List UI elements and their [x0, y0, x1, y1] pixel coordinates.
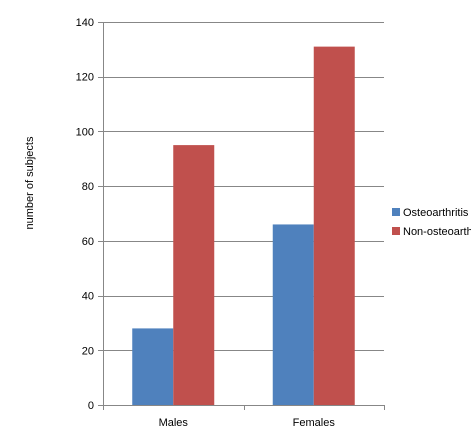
bar-osteoarthritis-females [272, 224, 314, 405]
legend-swatch [392, 208, 400, 216]
y-tick-label: 100 [76, 126, 94, 138]
axes [98, 22, 385, 410]
y-tick-labels: 0 20 40 60 80 100 120 140 [76, 17, 94, 412]
bars [132, 46, 355, 405]
x-tick-label: Males [159, 417, 189, 429]
y-tick-label: 80 [82, 181, 94, 193]
y-tick-label: 40 [82, 291, 94, 303]
bar-non-osteoarthritis-males [173, 145, 215, 405]
bar-osteoarthritis-males [132, 328, 174, 405]
x-tick-labels: Males Females [159, 417, 336, 429]
legend: Osteoarthritis Non-osteoarthritis [392, 207, 471, 238]
y-tick-label: 20 [82, 345, 94, 357]
legend-swatch [392, 227, 400, 235]
y-axis-title: number of subjects [24, 136, 36, 229]
y-tick-label: 0 [88, 400, 94, 412]
y-tick-label: 140 [76, 17, 94, 29]
bar-non-osteoarthritis-females [313, 46, 355, 405]
legend-label: Non-osteoarthritis [403, 226, 471, 238]
legend-label: Osteoarthritis [403, 207, 469, 219]
x-tick-label: Females [293, 417, 336, 429]
gridlines [103, 22, 384, 351]
y-tick-label: 120 [76, 72, 94, 84]
y-tick-label: 60 [82, 236, 94, 248]
